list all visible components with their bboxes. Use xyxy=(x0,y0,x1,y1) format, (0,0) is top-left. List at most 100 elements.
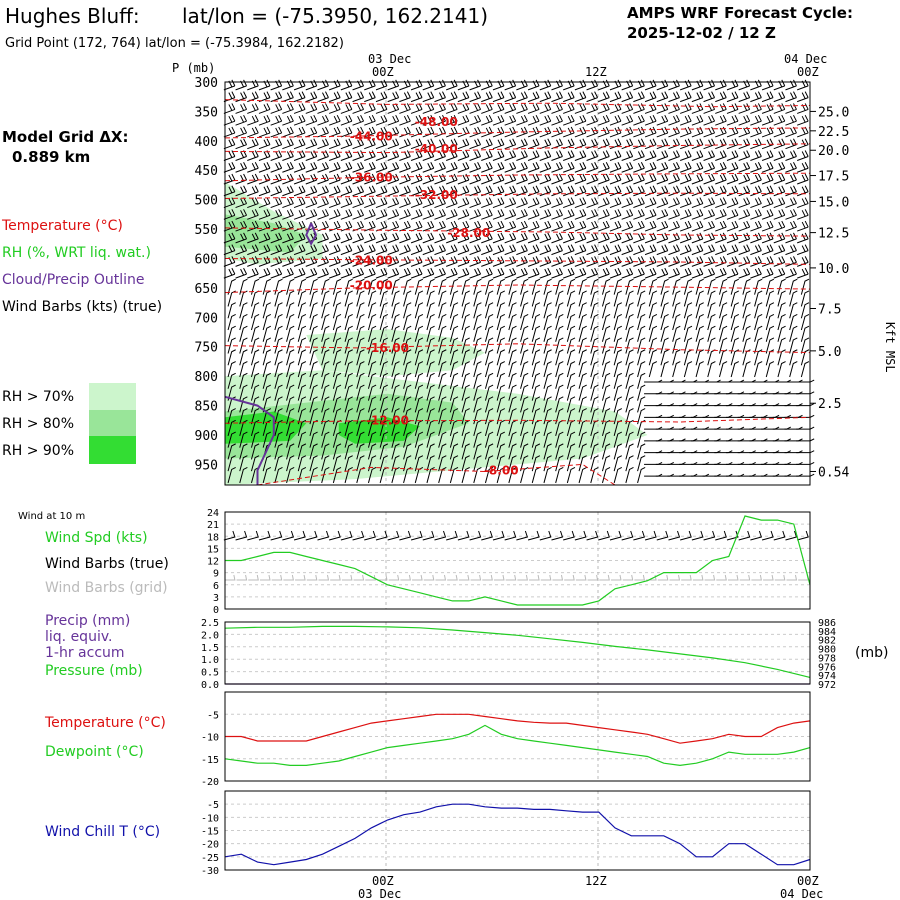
wind-barb xyxy=(718,278,728,295)
wind-barb xyxy=(344,466,353,484)
wind-barb xyxy=(773,126,786,138)
wind-barb xyxy=(344,314,353,331)
wind-barb xyxy=(410,114,423,126)
wind-barb xyxy=(613,384,623,401)
wind-barb xyxy=(761,150,774,161)
wind-barb xyxy=(613,396,623,413)
wind-barb xyxy=(551,79,563,91)
wind-barb xyxy=(484,349,494,366)
series-line-wind-chill xyxy=(224,803,811,866)
wind-barb xyxy=(703,185,716,197)
wind-barb xyxy=(247,209,259,220)
wind-barb xyxy=(718,302,728,319)
wind-barb xyxy=(543,325,552,342)
wind-barb xyxy=(223,232,236,244)
wind-barb xyxy=(227,278,236,295)
wind-barb xyxy=(262,349,272,366)
wind-barb xyxy=(473,466,482,484)
wind-barb xyxy=(399,114,411,126)
wind-barb xyxy=(656,256,669,267)
wind-barb xyxy=(247,162,259,173)
wind-barb xyxy=(578,290,587,307)
wind-barb xyxy=(352,197,365,209)
wind-barb xyxy=(797,114,809,126)
wind-barb xyxy=(352,173,365,185)
wind-barb xyxy=(648,325,658,342)
wind-barb xyxy=(344,278,353,295)
wind-barb xyxy=(434,103,446,114)
wind-barb xyxy=(469,209,482,220)
wind-barb xyxy=(387,232,400,244)
wind-barb xyxy=(364,244,376,256)
wind-barb xyxy=(364,220,376,232)
wind-barb-true xyxy=(633,530,646,541)
wind-barb xyxy=(391,278,400,295)
wind-barb xyxy=(718,325,728,342)
y-tick-label: -30 xyxy=(201,866,219,877)
wind-barb xyxy=(715,185,727,197)
wind-barb xyxy=(566,314,576,331)
wind-barb xyxy=(286,361,295,378)
wind-barb xyxy=(399,197,411,209)
wind-barb xyxy=(637,349,646,366)
wind-barb xyxy=(270,173,283,185)
wind-barb-true xyxy=(457,530,470,541)
wind-barb xyxy=(527,114,540,126)
wind-barb xyxy=(223,79,236,91)
wind-barb xyxy=(457,185,470,197)
wind-barb xyxy=(683,361,693,378)
wind-barb xyxy=(340,232,353,244)
wind-barb xyxy=(492,197,505,209)
isotherm-line xyxy=(224,227,811,237)
wind-barb xyxy=(223,185,236,197)
wind-barb xyxy=(332,466,342,484)
wind-barb xyxy=(340,185,353,197)
wind-barb xyxy=(777,325,786,342)
wind-barb xyxy=(555,396,564,413)
pressure-tick-label: 450 xyxy=(195,164,218,179)
wind-barb xyxy=(621,162,634,173)
wind-barb xyxy=(235,138,248,150)
wind-barb xyxy=(715,91,727,103)
wind-barb xyxy=(258,173,271,185)
wind-barb xyxy=(286,384,295,401)
wind-barb xyxy=(563,150,575,161)
wind-barb xyxy=(356,384,365,401)
wind-barb xyxy=(484,419,494,437)
wind-barb xyxy=(625,384,634,401)
wind-barb-grid xyxy=(599,574,610,581)
wind-barb xyxy=(387,220,400,232)
wind-barb xyxy=(531,337,541,354)
wind-barb xyxy=(601,408,611,425)
isotherm-label: -40.00 xyxy=(415,142,458,156)
wind-barb xyxy=(434,209,446,220)
wind-barb xyxy=(797,91,809,103)
wind-barb xyxy=(680,150,692,161)
wind-barb xyxy=(274,290,283,307)
wind-barb xyxy=(461,337,470,354)
wind-barb xyxy=(715,162,727,173)
wind-barb xyxy=(258,162,271,173)
wind-barb xyxy=(286,325,295,342)
wind-barb xyxy=(691,91,704,103)
wind-barb xyxy=(239,361,248,378)
wind-barb xyxy=(750,79,762,91)
wind-barb xyxy=(789,314,798,331)
wind-barb xyxy=(356,314,365,331)
wind-barb xyxy=(586,150,599,161)
wind-barb xyxy=(481,220,493,232)
wind-barb xyxy=(457,209,470,220)
y-tick-label: 1.0 xyxy=(201,655,219,666)
wind-barb xyxy=(633,91,645,103)
wind-barb xyxy=(598,244,610,256)
wind-barb xyxy=(227,372,236,389)
wind-barb xyxy=(446,103,458,114)
wind-barb xyxy=(761,91,774,103)
y2-tick-label: 980 xyxy=(818,645,836,656)
wind-barb xyxy=(551,103,563,114)
wind-barb xyxy=(504,162,517,173)
wind-barb xyxy=(660,302,669,319)
wind-barb xyxy=(613,431,623,448)
wind-barb-grid xyxy=(306,574,318,581)
